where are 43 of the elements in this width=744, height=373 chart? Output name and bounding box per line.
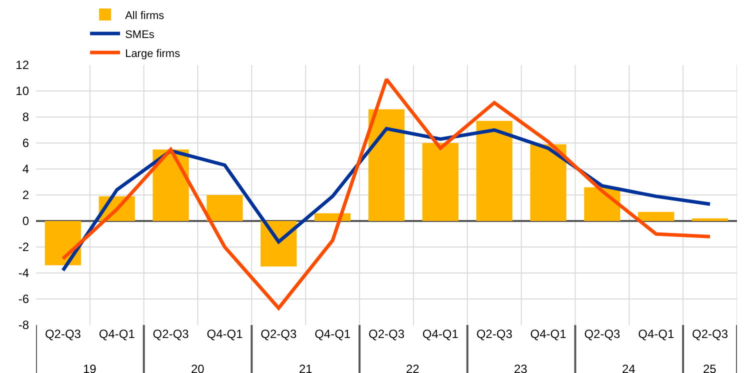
line-series: [61, 78, 712, 310]
bar: [476, 120, 512, 221]
y-tick-label: -8: [18, 318, 30, 332]
bar: [692, 218, 728, 221]
y-tick-label: -2: [18, 240, 30, 254]
x-tick-label: Q2-Q3: [44, 327, 82, 341]
text: 22: [406, 362, 420, 373]
text: 25: [703, 362, 717, 373]
legend-label: SMEs: [125, 28, 155, 41]
legend-label: All firms: [125, 10, 165, 22]
x-tick-label: Q2-Q3: [692, 327, 728, 341]
y-tick-label: 6: [22, 136, 30, 150]
bar: [638, 212, 674, 221]
text: 21: [299, 362, 313, 373]
x-tick-label: Q2-Q3: [584, 327, 621, 341]
text: 19: [83, 362, 97, 373]
x-tick-label: Q4-Q1: [422, 327, 459, 341]
bar: [368, 109, 405, 221]
x-tick-label: Q4-Q1: [530, 327, 567, 341]
y-tick-label: 2: [22, 188, 30, 202]
y-tick-label: 12: [16, 58, 30, 72]
text: 20: [191, 362, 205, 373]
y-tick-label: 0: [22, 214, 30, 228]
y-tick-label: -6: [18, 292, 30, 306]
x-tick-label: Q4-Q1: [314, 327, 351, 341]
text: 23: [514, 362, 528, 373]
legend-label: Large firms: [125, 48, 181, 60]
x-tick-label: Q2-Q3: [368, 327, 405, 341]
text: 24: [622, 362, 636, 373]
y-tick-label: 10: [16, 84, 30, 98]
y-tick-label: -4: [18, 266, 30, 280]
x-tick-label: Q2-Q3: [260, 327, 297, 341]
y-tick-label: 4: [22, 162, 30, 176]
bar: [422, 143, 458, 221]
bar: [530, 144, 566, 221]
y-tick-label: 8: [22, 110, 30, 124]
x-tick-label: Q4-Q1: [206, 327, 244, 341]
x-tick-label: Q4-Q1: [638, 327, 674, 341]
x-tick-label: Q4-Q1: [98, 327, 136, 341]
x-tick-label: Q2-Q3: [476, 327, 513, 341]
bar: [206, 195, 243, 221]
line-series: [61, 126, 712, 272]
x-tick-label: Q2-Q3: [152, 327, 190, 341]
